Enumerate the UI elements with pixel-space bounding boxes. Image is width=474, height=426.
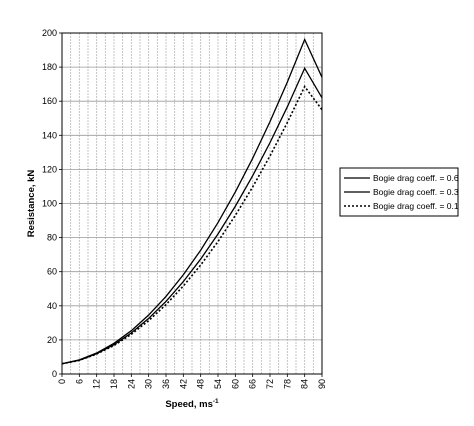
- x-tick-label: 60: [230, 379, 240, 389]
- legend-label-0: Bogie drag coeff. = 0.6: [373, 173, 459, 183]
- x-tick-label: 18: [109, 379, 119, 389]
- series-line-0: [61, 37, 323, 365]
- x-tick-label: 42: [178, 379, 188, 389]
- x-tick-label: 78: [282, 379, 292, 389]
- x-tick-label: 6: [74, 379, 84, 384]
- y-tick-label: 180: [42, 62, 57, 72]
- y-tick-label: 20: [47, 335, 57, 345]
- x-axis-title-superscript: -1: [213, 398, 219, 405]
- series-line-1: [61, 66, 323, 365]
- legend: Bogie drag coeff. = 0.6 Bogie drag coeff.…: [339, 167, 459, 217]
- y-axis-title: Resistance, kN: [26, 170, 37, 238]
- x-tick-label: 36: [161, 379, 171, 389]
- x-tick-label: 12: [92, 379, 102, 389]
- series-line-2: [61, 85, 323, 365]
- y-tick-label: 140: [42, 130, 57, 140]
- x-axis-title: Speed, ms-1: [165, 398, 219, 410]
- y-tick-label: 200: [42, 28, 57, 38]
- grid: [62, 33, 322, 374]
- x-tick-label: 0: [57, 379, 67, 384]
- x-tick-labels: 0 6 12 18 24 30 36 42 48 54 60 66 72 78 84 90: [57, 374, 327, 389]
- x-axis-title-text: Speed, ms: [165, 399, 213, 410]
- series-lines: [61, 37, 323, 365]
- legend-label-2: Bogie drag coeff. = 0.1: [373, 201, 459, 211]
- x-tick-label: 54: [213, 379, 223, 389]
- y-tick-label: 80: [47, 233, 57, 243]
- y-tick-labels: 0 20 40 60 80 100 120 140 160 180 200: [42, 28, 62, 379]
- x-tick-label: 90: [317, 379, 327, 389]
- legend-items: Bogie drag coeff. = 0.6 Bogie drag coeff.…: [344, 173, 459, 211]
- y-tick-label: 40: [47, 301, 57, 311]
- y-tick-label: 60: [47, 267, 57, 277]
- x-tick-label: 84: [300, 379, 310, 389]
- x-tick-label: 66: [248, 379, 258, 389]
- x-tick-label: 48: [196, 379, 206, 389]
- x-tick-label: 30: [144, 379, 154, 389]
- legend-label-1: Bogie drag coeff. = 0.3: [373, 187, 459, 197]
- y-tick-label: 120: [42, 164, 57, 174]
- y-tick-label: 0: [52, 369, 57, 379]
- x-tick-label: 24: [126, 379, 136, 389]
- y-tick-label: 100: [42, 199, 57, 209]
- x-tick-label: 72: [265, 379, 275, 389]
- y-tick-label: 160: [42, 96, 57, 106]
